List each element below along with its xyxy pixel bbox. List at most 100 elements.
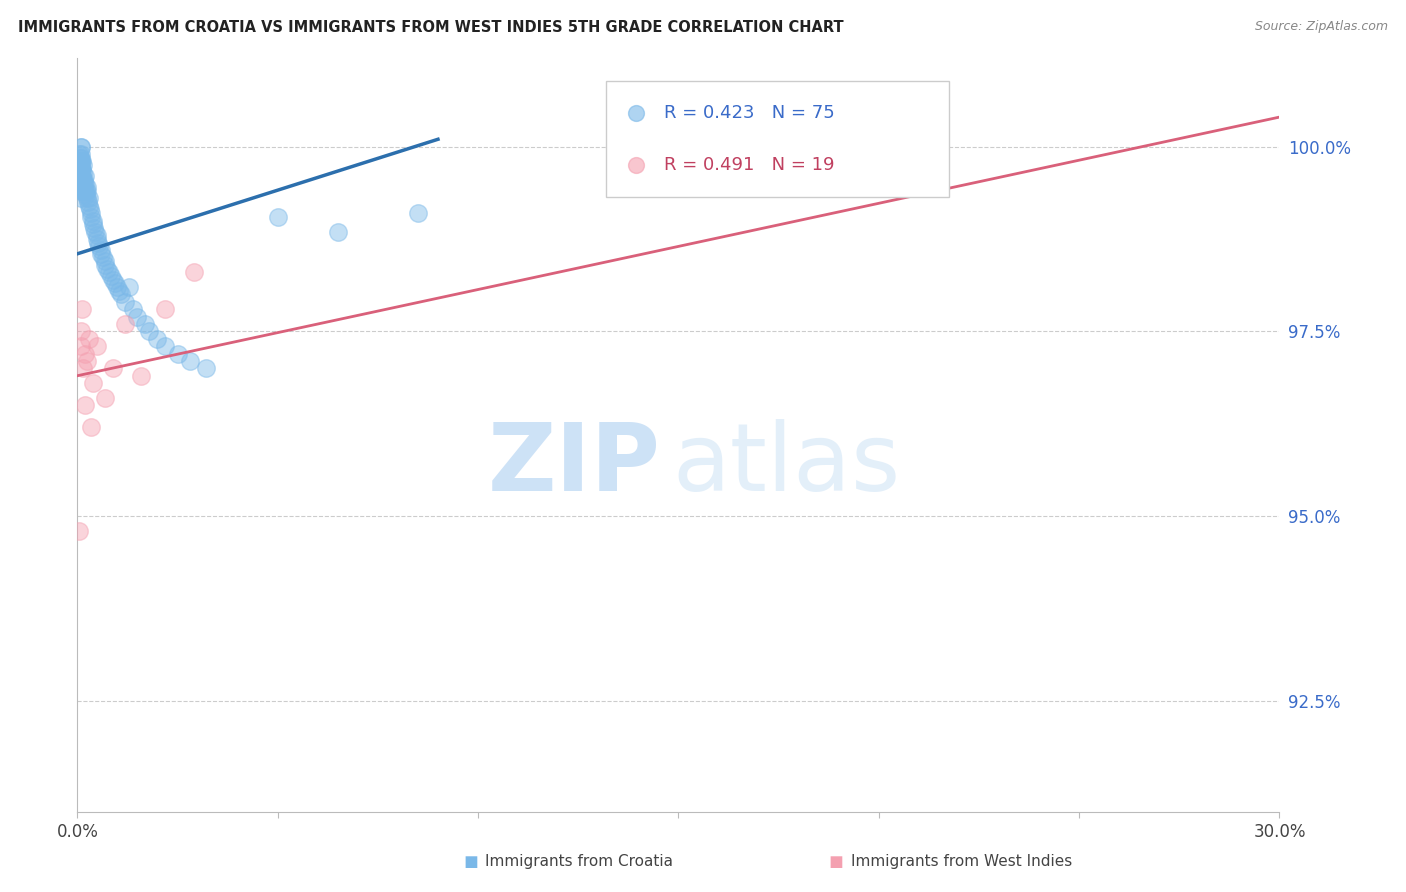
Point bbox=[72, 184, 94, 198]
Point bbox=[138, 325, 160, 339]
Point bbox=[76, 180, 98, 194]
Point bbox=[131, 368, 153, 383]
Text: IMMIGRANTS FROM CROATIA VS IMMIGRANTS FROM WEST INDIES 5TH GRADE CORRELATION CHA: IMMIGRANTS FROM CROATIA VS IMMIGRANTS FR… bbox=[18, 20, 844, 35]
Point bbox=[70, 302, 93, 317]
Point bbox=[72, 165, 94, 179]
Point bbox=[70, 184, 93, 198]
Point bbox=[67, 524, 90, 538]
Point bbox=[104, 277, 127, 291]
Point bbox=[70, 139, 93, 153]
Point bbox=[90, 247, 112, 261]
Point bbox=[103, 273, 125, 287]
Point bbox=[155, 302, 177, 317]
Text: R = 0.423   N = 75: R = 0.423 N = 75 bbox=[664, 104, 835, 122]
Text: atlas: atlas bbox=[672, 419, 901, 511]
Point bbox=[70, 177, 93, 191]
Point bbox=[86, 232, 108, 246]
Point bbox=[108, 284, 131, 298]
Point bbox=[73, 184, 96, 198]
Point bbox=[79, 202, 101, 217]
Point bbox=[69, 161, 91, 176]
Point bbox=[110, 287, 132, 301]
Point bbox=[70, 154, 93, 169]
Point bbox=[73, 177, 96, 191]
Point bbox=[76, 191, 98, 205]
Point bbox=[406, 206, 429, 220]
Point bbox=[84, 225, 107, 239]
Point bbox=[114, 317, 136, 331]
Point bbox=[69, 139, 91, 153]
Point bbox=[82, 213, 104, 227]
Point bbox=[86, 339, 108, 353]
Point bbox=[70, 169, 93, 184]
Point bbox=[75, 187, 97, 202]
FancyBboxPatch shape bbox=[606, 80, 949, 197]
Point bbox=[70, 154, 93, 169]
Point bbox=[70, 177, 93, 191]
Point bbox=[267, 210, 290, 224]
Point bbox=[89, 239, 111, 253]
Point bbox=[77, 195, 100, 210]
Text: ◼: ◼ bbox=[463, 853, 478, 871]
Point bbox=[103, 361, 125, 376]
Point bbox=[70, 151, 93, 165]
Point bbox=[70, 169, 93, 184]
Point bbox=[76, 354, 98, 368]
Point bbox=[100, 268, 122, 283]
Point bbox=[82, 217, 104, 231]
Point bbox=[79, 332, 101, 346]
Point bbox=[79, 199, 101, 213]
Point bbox=[82, 376, 104, 391]
Point bbox=[90, 243, 112, 257]
Point bbox=[114, 294, 136, 309]
Text: ◼: ◼ bbox=[828, 853, 844, 871]
Point bbox=[326, 225, 349, 239]
Point bbox=[93, 251, 115, 265]
Point bbox=[134, 317, 156, 331]
Point bbox=[155, 339, 177, 353]
Point bbox=[70, 158, 93, 172]
Point bbox=[67, 147, 90, 161]
Point bbox=[72, 180, 94, 194]
Point bbox=[80, 210, 103, 224]
Point bbox=[80, 420, 103, 434]
Text: ZIP: ZIP bbox=[488, 419, 661, 511]
Point bbox=[83, 221, 105, 235]
Point bbox=[69, 339, 91, 353]
Point bbox=[75, 169, 97, 184]
Point bbox=[75, 184, 97, 198]
Point bbox=[73, 173, 96, 187]
Point bbox=[98, 265, 121, 279]
Point bbox=[194, 361, 217, 376]
Point bbox=[70, 325, 93, 339]
Point bbox=[87, 235, 110, 250]
Point bbox=[127, 310, 149, 324]
Point bbox=[94, 391, 117, 405]
Point bbox=[69, 151, 91, 165]
Point bbox=[122, 302, 145, 317]
Point bbox=[86, 228, 108, 243]
Point bbox=[94, 258, 117, 272]
Text: R = 0.491   N = 19: R = 0.491 N = 19 bbox=[664, 156, 835, 174]
Point bbox=[72, 158, 94, 172]
Point bbox=[79, 206, 101, 220]
Point bbox=[70, 191, 93, 205]
Point bbox=[96, 261, 118, 276]
Text: Source: ZipAtlas.com: Source: ZipAtlas.com bbox=[1254, 20, 1388, 33]
Point bbox=[118, 280, 141, 294]
Point bbox=[166, 346, 188, 360]
Point bbox=[72, 361, 94, 376]
Point bbox=[77, 191, 100, 205]
Point bbox=[75, 398, 97, 412]
Point bbox=[146, 332, 169, 346]
Point bbox=[76, 184, 98, 198]
Point bbox=[73, 177, 96, 191]
Point bbox=[908, 136, 931, 150]
Point bbox=[179, 354, 201, 368]
Text: Immigrants from Croatia: Immigrants from Croatia bbox=[485, 855, 673, 869]
Point bbox=[72, 173, 94, 187]
Point bbox=[70, 161, 93, 176]
Text: Immigrants from West Indies: Immigrants from West Indies bbox=[851, 855, 1071, 869]
Point bbox=[73, 346, 96, 360]
Point bbox=[70, 147, 93, 161]
